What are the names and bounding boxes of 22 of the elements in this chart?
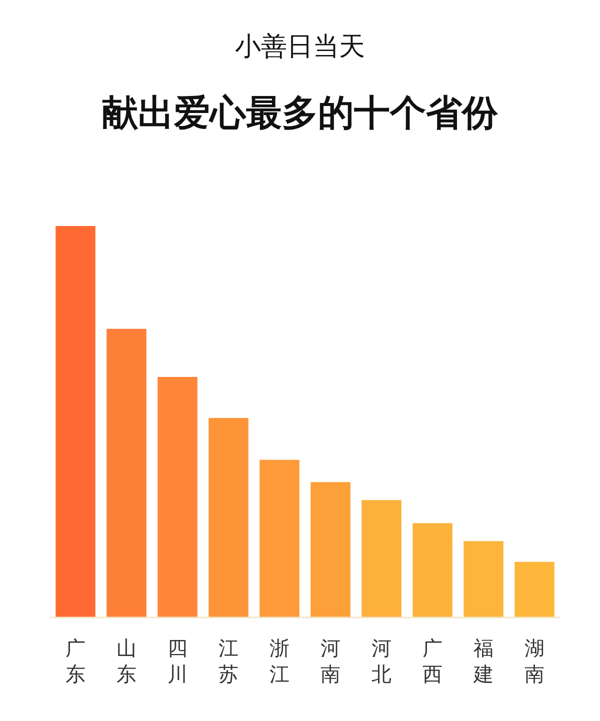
bar bbox=[362, 500, 402, 617]
x-tick-label: 广西 bbox=[422, 636, 442, 686]
x-tick-label: 河北 bbox=[372, 636, 392, 686]
chart-subtitle: 献出爱心最多的十个省份 bbox=[102, 93, 499, 134]
x-tick-label: 河南 bbox=[320, 636, 340, 686]
bar bbox=[106, 328, 146, 617]
bar bbox=[208, 418, 248, 617]
bar bbox=[158, 376, 198, 617]
chart-title: 小善日当天 bbox=[235, 32, 365, 62]
x-tick-label: 湖南 bbox=[524, 636, 544, 686]
bar bbox=[260, 460, 300, 617]
x-tick-label: 福建 bbox=[472, 636, 494, 686]
bar bbox=[514, 562, 554, 617]
x-tick-label: 四川 bbox=[168, 636, 188, 686]
bar bbox=[310, 482, 350, 617]
x-tick-label: 山东 bbox=[116, 636, 136, 686]
x-tick-label: 浙江 bbox=[270, 636, 290, 686]
bar bbox=[464, 541, 504, 617]
x-tick-label: 江苏 bbox=[218, 636, 238, 686]
bar bbox=[56, 226, 96, 617]
x-tick-label: 广东 bbox=[66, 636, 86, 686]
bar bbox=[412, 523, 452, 617]
